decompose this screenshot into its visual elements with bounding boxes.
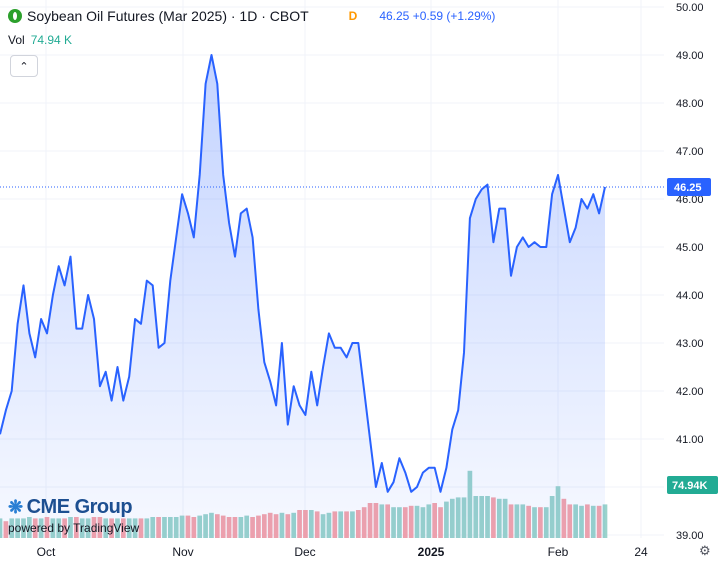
y-tick-label: 50.00 xyxy=(676,2,704,14)
volume-legend: Vol 74.94 K xyxy=(8,33,72,47)
price-area xyxy=(0,55,605,538)
x-tick-label: 24 xyxy=(634,545,648,559)
y-tick-label: 45.00 xyxy=(676,242,704,254)
gear-icon[interactable]: ⚙ xyxy=(699,543,711,558)
symbol-title[interactable]: Soybean Oil Futures (Mar 2025) · 1D · CB… xyxy=(27,8,309,24)
chart-header: Soybean Oil Futures (Mar 2025) · 1D · CB… xyxy=(8,6,495,26)
x-tick-label: Feb xyxy=(548,545,569,559)
y-tick-label: 47.00 xyxy=(676,146,704,158)
powered-by-label: powered by TradingView xyxy=(8,521,140,535)
last-price-tag xyxy=(667,178,711,196)
x-tick-label: 2025 xyxy=(418,545,445,559)
y-tick-label: 48.00 xyxy=(676,98,704,110)
x-tick-label: Dec xyxy=(294,545,315,559)
x-tick-label: Nov xyxy=(172,545,193,559)
last-price-label: 46.25 xyxy=(674,182,702,194)
y-tick-label: 39.00 xyxy=(676,530,704,542)
brand-watermark: ❋ CME Group powered by TradingView xyxy=(8,496,139,535)
soybean-logo-icon xyxy=(8,9,22,23)
volume-value: 74.94 K xyxy=(30,33,73,47)
y-tick-label: 43.00 xyxy=(676,338,704,350)
y-tick-label: 42.00 xyxy=(676,386,704,398)
volume-label: Vol xyxy=(8,33,25,47)
volume-tag-label: 74.94K xyxy=(672,480,708,492)
data-status-badge[interactable]: D xyxy=(348,9,358,23)
collapse-legend-button[interactable]: ⌃ xyxy=(10,55,38,77)
price-quote: 46.25 +0.59 (+1.29%) xyxy=(379,9,496,23)
volume-tag xyxy=(667,476,718,494)
y-tick-label: 41.00 xyxy=(676,434,704,446)
cme-logo: ❋ CME Group xyxy=(8,496,133,518)
y-tick-label: 44.00 xyxy=(676,290,704,302)
y-tick-label: 46.00 xyxy=(676,194,704,206)
price-line xyxy=(0,54,606,493)
chevron-up-icon: ⌃ xyxy=(19,60,29,73)
x-tick-label: Oct xyxy=(37,545,56,559)
y-tick-label: 49.00 xyxy=(676,50,704,62)
cme-globe-icon: ❋ xyxy=(8,497,23,517)
